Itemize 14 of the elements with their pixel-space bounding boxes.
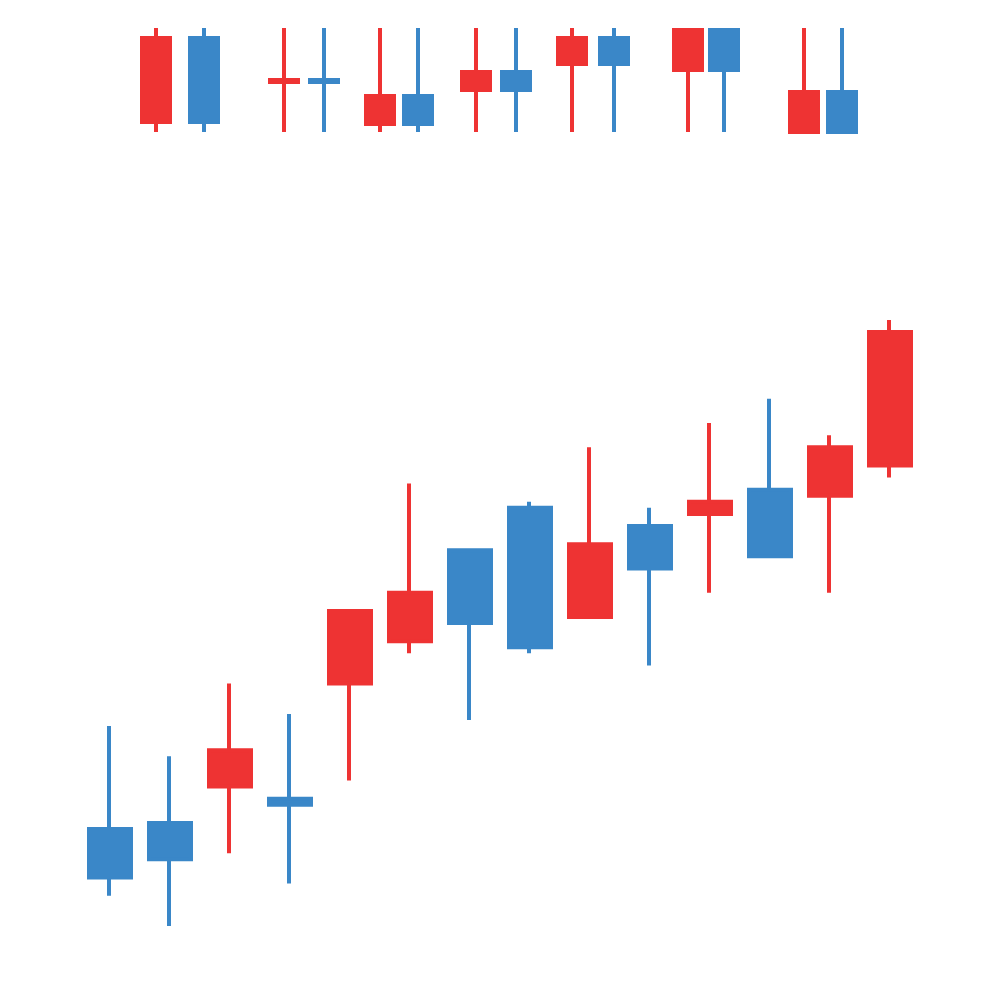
- candlestick: [447, 548, 493, 722]
- candlestick: [207, 681, 253, 856]
- candlestick: [807, 433, 853, 595]
- candlestick: [87, 724, 133, 898]
- candlestick: [867, 318, 913, 480]
- candlestick: [147, 754, 193, 928]
- candlestick: [627, 505, 673, 668]
- candlestick: [387, 481, 433, 656]
- candlestick: [267, 711, 313, 886]
- candlestick: [747, 396, 793, 559]
- candlestick: [327, 608, 373, 783]
- candlestick: [567, 445, 613, 619]
- candlestick: [687, 421, 733, 595]
- candlestick: [507, 499, 553, 656]
